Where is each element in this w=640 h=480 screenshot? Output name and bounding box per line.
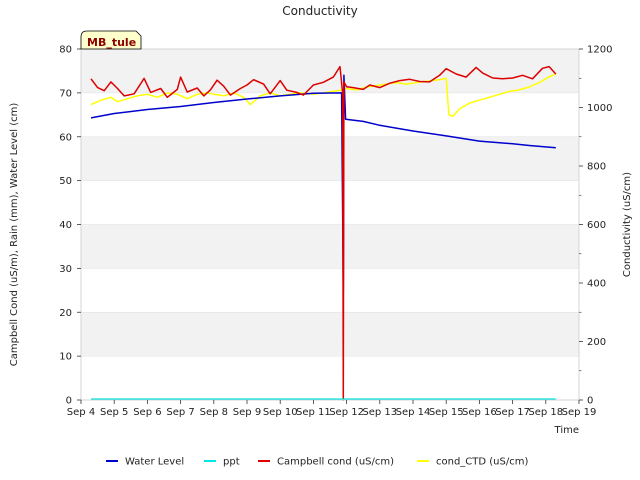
- station-label: MB_tule: [87, 36, 136, 49]
- y-tick-label-right: 800: [587, 162, 606, 173]
- legend-label: ppt: [223, 457, 240, 468]
- y-tick-label-left: 10: [59, 352, 72, 363]
- y-tick-label-right: 0: [587, 396, 593, 407]
- y-tick-label-left: 60: [59, 132, 72, 143]
- station-badge: MB_tule: [80, 30, 142, 50]
- x-tick-label: Sep 18: [528, 407, 563, 418]
- grid-band: [81, 180, 579, 225]
- x-tick-label: Sep 12: [329, 407, 364, 418]
- x-tick-label: Sep 9: [233, 407, 261, 418]
- y-tick-label-right: 1200: [587, 45, 612, 56]
- x-axis-label: Time: [554, 425, 579, 436]
- x-tick-label: Sep 6: [133, 407, 161, 418]
- series-line-campbell-cond-us-cm: [90, 65, 557, 401]
- axes-layer: Sep 4 Sep 5 Sep 6 Sep 7 Sep 8 Sep 9 Sep 10Sep …: [59, 45, 612, 419]
- grid-band: [81, 49, 579, 93]
- station-badge-box: [80, 30, 142, 50]
- y-tick-label-left: 0: [66, 396, 72, 407]
- x-tick-label: Sep 4: [67, 407, 95, 418]
- x-tick-label: Sep 13: [362, 407, 397, 418]
- x-tick-label: Sep 16: [462, 407, 497, 418]
- series-layer: [90, 65, 557, 401]
- x-tick-label: Sep 17: [495, 407, 530, 418]
- y-tick-label-right: 400: [587, 279, 606, 290]
- y-tick-label-left: 70: [59, 88, 72, 99]
- y-axis-label-right: Conductivity (uS/cm): [622, 172, 633, 277]
- x-tick-label: Sep 14: [396, 407, 431, 418]
- grid-band: [81, 92, 579, 137]
- grid-band: [81, 312, 579, 357]
- legend-label: Campbell cond (uS/cm): [277, 457, 394, 468]
- grid-band: [81, 356, 579, 400]
- x-tick-label: Sep 5: [100, 407, 128, 418]
- legend-label: Water Level: [125, 457, 184, 468]
- legend-label: cond_CTD (uS/cm): [436, 457, 528, 468]
- x-tick-label: Sep 7: [166, 407, 194, 418]
- y-tick-label-right: 1000: [587, 103, 612, 114]
- y-tick-label-left: 30: [59, 264, 72, 275]
- x-tick-label: Sep 19: [562, 407, 597, 418]
- x-tick-label: Sep 10: [263, 407, 298, 418]
- grid-band: [81, 224, 579, 269]
- y-tick-label-left: 20: [59, 308, 72, 319]
- y-tick-label-left: 40: [59, 220, 72, 231]
- grid-band: [81, 268, 579, 313]
- y-tick-label-left: 80: [59, 45, 72, 56]
- x-tick-label: Sep 11: [296, 407, 331, 418]
- y-tick-label-right: 200: [587, 337, 606, 348]
- grid-band: [81, 136, 579, 181]
- grid-bands: [81, 49, 579, 401]
- series-line-cond-ctd-us-cm: [90, 73, 557, 118]
- y-tick-label-right: 600: [587, 220, 606, 231]
- y-tick-label-left: 50: [59, 176, 72, 187]
- legend: Water Level ppt Campbell cond (uS/cm) cond_…: [106, 457, 528, 468]
- x-tick-label: Sep 15: [429, 407, 464, 418]
- chart-title: Conductivity: [282, 4, 357, 18]
- x-tick-label: Sep 8: [200, 407, 228, 418]
- y-axis-label-left: Campbell Cond (uS/m), Rain (mm), Water L…: [9, 103, 20, 367]
